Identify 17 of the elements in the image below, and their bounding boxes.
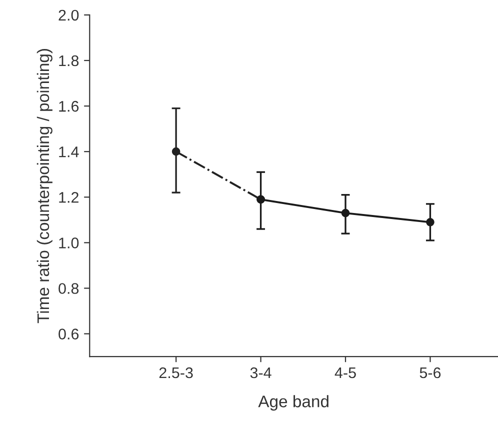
point [172, 147, 180, 156]
y-tick-label: 1.2 [59, 192, 78, 203]
x-tick-label: 3-4 [250, 367, 272, 378]
y-tick-label: 1.8 [59, 55, 79, 66]
y-tick-label: 2.0 [58, 10, 79, 21]
y-tick-label: 0.8 [58, 283, 79, 294]
y-axis-title: Time ratio (counterpointing / pointing) [36, 49, 52, 324]
y-tick-label: 1.0 [59, 238, 79, 248]
y-tick-label: 1.6 [59, 100, 79, 112]
y-tick-label: 1.4 [59, 146, 79, 158]
x-tick-label: 4-5 [334, 368, 356, 378]
point [426, 218, 434, 226]
point [341, 208, 350, 218]
y-tick-label: 0.6 [58, 328, 79, 340]
x-axis-title: Age band [258, 395, 328, 411]
x-tick-label: 5-6 [420, 367, 441, 378]
x-tick-label: 2.5-3 [159, 367, 193, 378]
